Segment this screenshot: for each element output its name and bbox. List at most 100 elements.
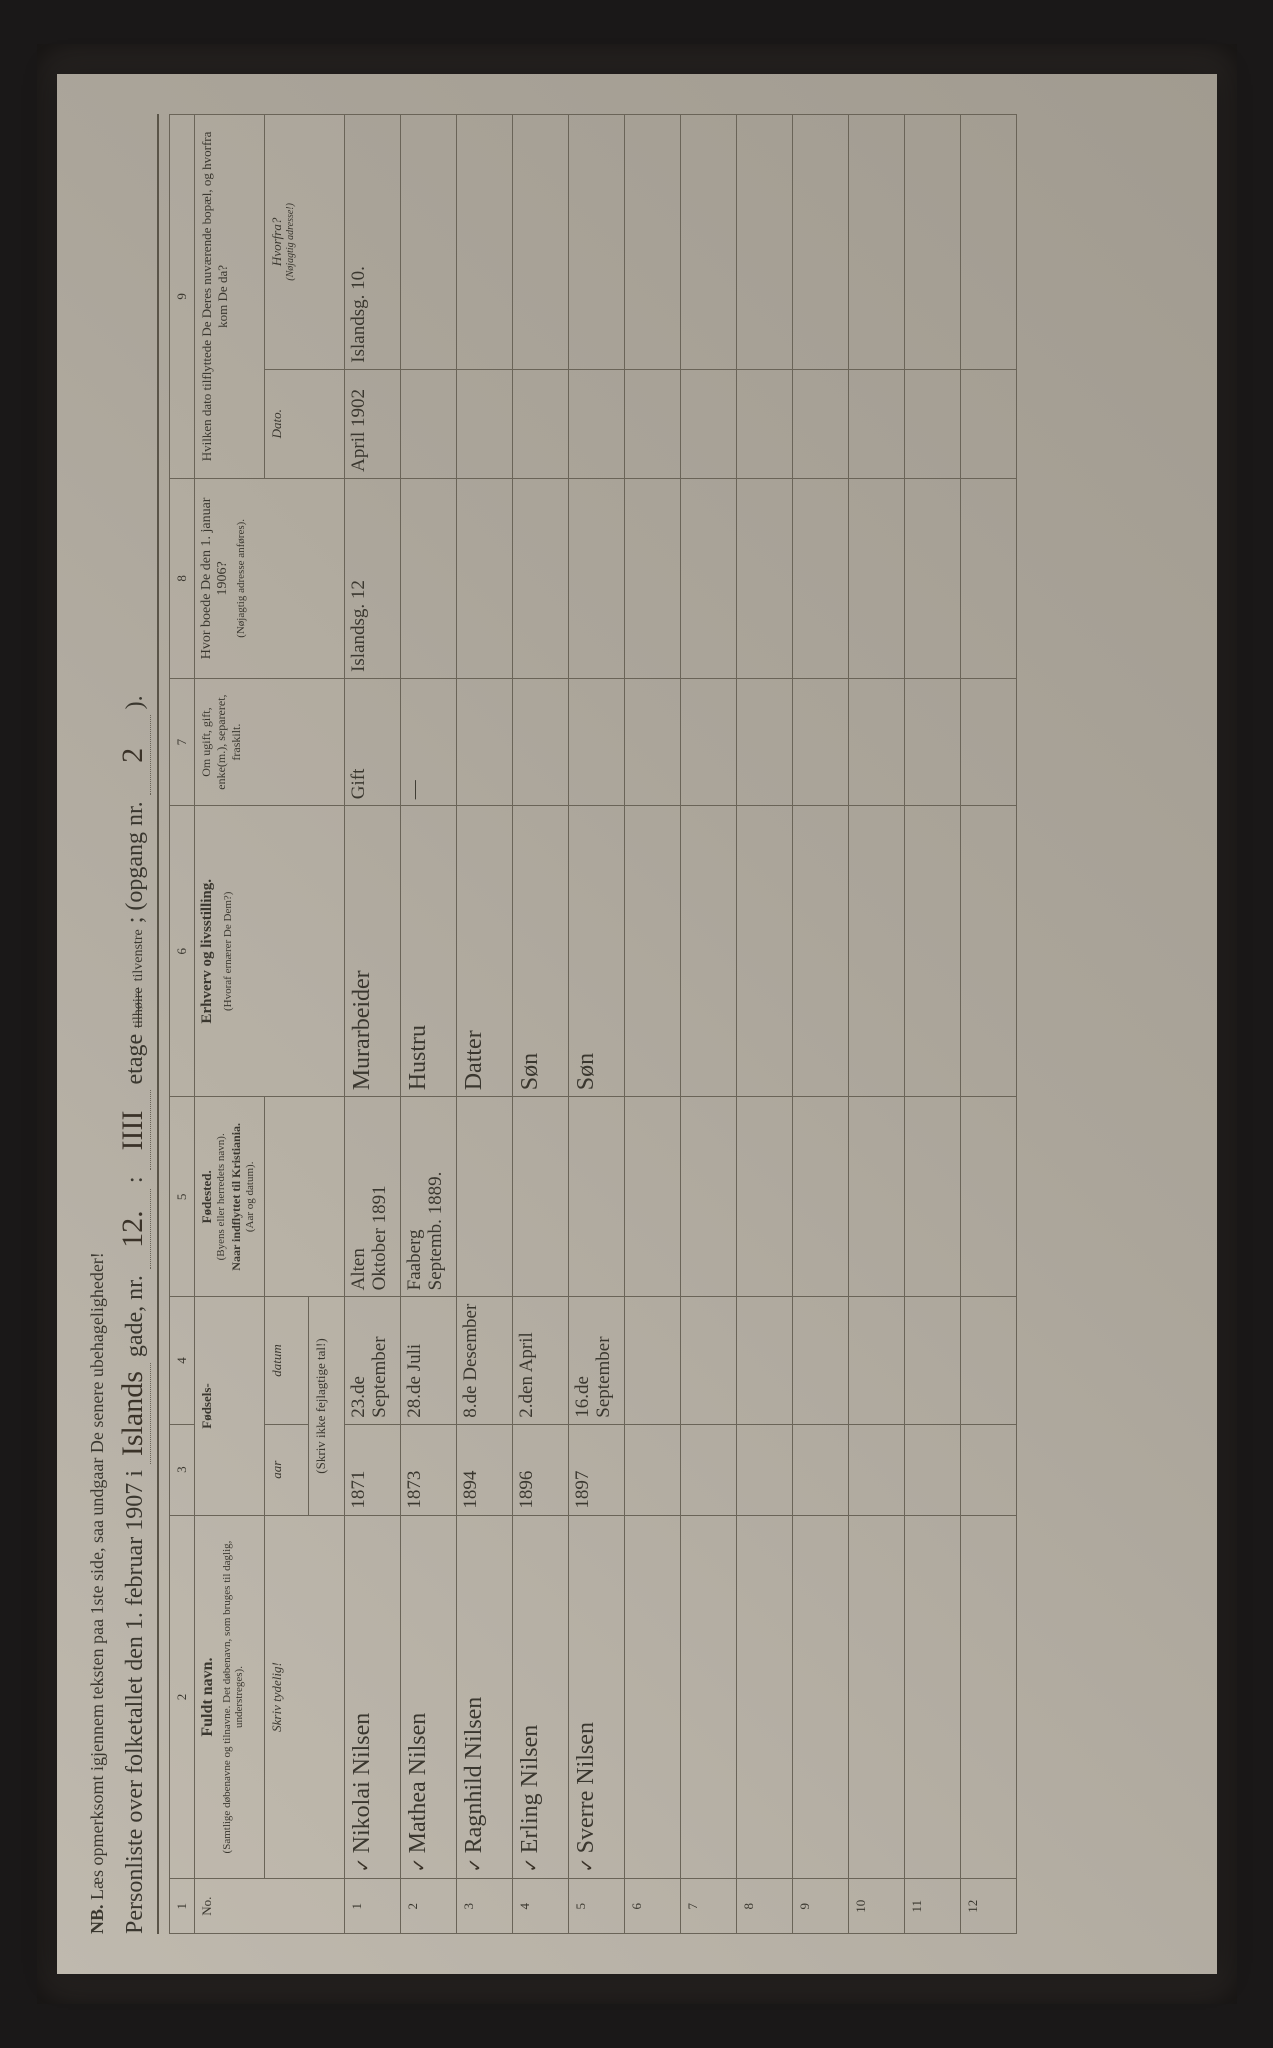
cell-empty (624, 1424, 680, 1515)
table-row-empty: 8 (736, 115, 792, 1934)
cell-addr1906 (512, 478, 568, 678)
census-table: 1 2 3 4 5 6 7 8 9 No. Fuldt navn. (Samtl… (169, 114, 1017, 1934)
cell-empty (904, 115, 960, 370)
side-struck: tilhøire (131, 987, 147, 1027)
cell-empty (848, 1297, 904, 1424)
cell-empty (848, 1097, 904, 1297)
cell-empty (904, 478, 960, 678)
head-birthplace-sub1: (Byens eller herredets navn). (215, 1103, 227, 1290)
cell-movefrom (456, 115, 512, 370)
etage-sep: : (122, 1176, 149, 1183)
nb-prefix: NB. (87, 1904, 107, 1934)
cell-birthplace (456, 1097, 512, 1297)
cell-empty (736, 369, 792, 478)
head-marital: Om ugift, gift, enke(m.), separeret, fra… (194, 678, 344, 805)
cell-empty (680, 1424, 736, 1515)
cell-empty (960, 369, 1016, 478)
head-year: aar (264, 1424, 308, 1515)
head-birthplace-sub3: (Aar og datum). (244, 1103, 256, 1290)
table-row: 5Sverre Nilsen189716.de SeptemberSøn (568, 115, 624, 1934)
cell-empty (624, 1297, 680, 1424)
cell-year: 1897 (568, 1424, 624, 1515)
cell-empty (736, 1297, 792, 1424)
cell-empty (736, 1515, 792, 1879)
colnum-5: 5 (169, 1097, 194, 1297)
cell-empty (792, 1424, 848, 1515)
opgang-label: (opgang nr. (122, 801, 149, 910)
head-occ-sub: (Hvoraf ernærer De Dem?) (222, 812, 234, 1090)
cell-empty (624, 806, 680, 1097)
table-row-empty: 6 (624, 115, 680, 1934)
head-name-sub: (Samtlige døbenavne og tilnavne. Det døb… (221, 1522, 245, 1873)
cell-empty (960, 1297, 1016, 1424)
cell-year: 1873 (400, 1424, 456, 1515)
cell-empty (624, 115, 680, 370)
cell-movefrom (512, 115, 568, 370)
cell-name: Mathea Nilsen (400, 1515, 456, 1879)
cell-empty (792, 806, 848, 1097)
cell-empty (680, 369, 736, 478)
row-number: 11 (904, 1879, 960, 1934)
cell-marital (568, 678, 624, 805)
head-birthplace-blank (264, 1097, 344, 1297)
cell-empty (904, 1097, 960, 1297)
row-number: 2 (400, 1879, 456, 1934)
cell-birthplace (568, 1097, 624, 1297)
cell-empty (904, 678, 960, 805)
cell-year: 1871 (344, 1424, 400, 1515)
cell-occupation: Søn (568, 806, 624, 1097)
row-number: 9 (792, 1879, 848, 1934)
cell-empty (960, 1515, 1016, 1879)
cell-movefrom (400, 115, 456, 370)
cell-empty (848, 478, 904, 678)
row-number: 5 (568, 1879, 624, 1934)
table-row-empty: 7 (680, 115, 736, 1934)
cell-birthplace: Faaberg Septemb. 1889. (400, 1097, 456, 1297)
table-body: 1Nikolai Nilsen187123.de SeptemberAlten … (344, 115, 1016, 1934)
head-birthplace-sub2: Naar indflyttet til Kristiania. (229, 1103, 244, 1290)
table-row-empty: 10 (848, 115, 904, 1934)
cell-empty (904, 369, 960, 478)
cell-empty (680, 115, 736, 370)
nb-text: Læs opmerksomt igjennem teksten paa 1ste… (87, 1252, 107, 1900)
cell-empty (792, 678, 848, 805)
colnum-4: 4 (169, 1297, 194, 1424)
street-name: Islands (116, 1363, 151, 1464)
cell-empty (624, 369, 680, 478)
head-addr-main: Hvor boede De den 1. januar 1906? (199, 485, 231, 672)
cell-empty (680, 1297, 736, 1424)
cell-movedate: April 1902 (344, 369, 400, 478)
cell-name: Ragnhild Nilsen (456, 1515, 512, 1879)
nb-line: NB. Læs opmerksomt igjennem teksten paa … (87, 114, 108, 1934)
cell-empty (848, 115, 904, 370)
cell-empty (624, 478, 680, 678)
cell-empty (904, 806, 960, 1097)
cell-addr1906 (568, 478, 624, 678)
cell-empty (736, 678, 792, 805)
head-name-sub2: Skriv tydelig! (264, 1515, 344, 1879)
cell-name: Nikolai Nilsen (344, 1515, 400, 1879)
colnum-3: 3 (169, 1424, 194, 1515)
cell-empty (792, 1515, 848, 1879)
table-row: 4Erling Nilsen18962.den AprilSøn (512, 115, 568, 1934)
table-row-empty: 12 (960, 115, 1016, 1934)
head-birth-note: (Skriv ikke fejlagtige tal!) (308, 1297, 344, 1515)
cell-movedate (456, 369, 512, 478)
cell-empty (848, 806, 904, 1097)
head-addr1906: Hvor boede De den 1. januar 1906? (Nøjag… (194, 478, 344, 678)
colnum-2: 2 (169, 1515, 194, 1879)
table-row-empty: 9 (792, 115, 848, 1934)
row-number: 6 (624, 1879, 680, 1934)
row-number: 8 (736, 1879, 792, 1934)
cell-empty (736, 478, 792, 678)
cell-empty (624, 1515, 680, 1879)
cell-empty (680, 478, 736, 678)
cell-date: 23.de September (344, 1297, 400, 1424)
etage-value: IIII (116, 1090, 151, 1170)
row-number: 3 (456, 1879, 512, 1934)
cell-empty (736, 1097, 792, 1297)
cell-movedate (568, 369, 624, 478)
cell-empty (680, 1097, 736, 1297)
cell-empty (624, 678, 680, 805)
cell-date: 2.den April (512, 1297, 568, 1424)
